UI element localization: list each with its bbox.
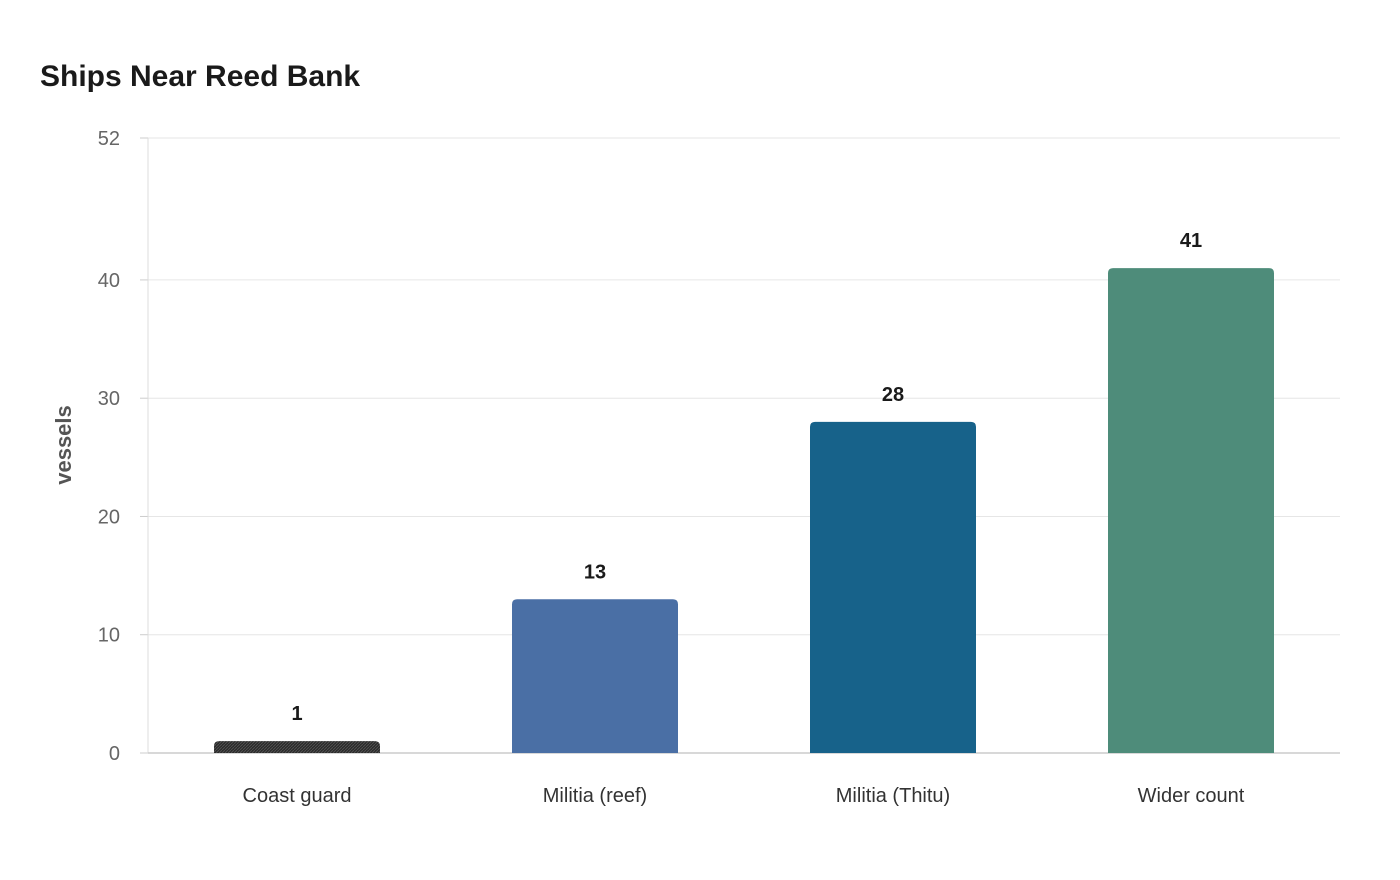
bar-coast-guard — [214, 741, 380, 753]
y-axis-title: vessels — [51, 405, 76, 485]
bars — [214, 268, 1274, 753]
y-tick-label: 0 — [109, 743, 120, 765]
y-tick-label: 30 — [98, 388, 120, 410]
bar-militia-thitu — [810, 421, 976, 753]
bar-militia-reef — [512, 599, 678, 753]
x-category-label: Militia (Thitu) — [836, 785, 950, 807]
x-category-label: Coast guard — [243, 785, 352, 807]
y-tick-label: 20 — [98, 506, 120, 528]
bar-wider-count — [1108, 268, 1274, 753]
chart-title: Ships Near Reed Bank — [40, 60, 361, 93]
x-category-label: Militia (reef) — [543, 785, 647, 807]
data-label: 41 — [1180, 230, 1202, 252]
labels: 1 Coast guard 13 Militia (reef) 28 Militia (T… — [243, 230, 1245, 807]
data-label: 28 — [882, 384, 904, 406]
data-label: 13 — [584, 561, 606, 583]
y-tick-label: 10 — [98, 625, 120, 647]
x-category-label: Wider count — [1138, 785, 1245, 807]
data-label: 1 — [291, 703, 302, 725]
y-tick-label: 52 — [98, 128, 120, 150]
y-tick-label: 40 — [98, 270, 120, 292]
